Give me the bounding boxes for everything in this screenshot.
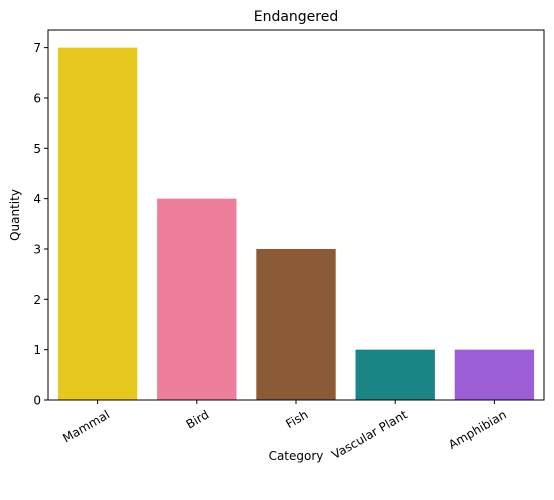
chart-title: Endangered	[254, 9, 339, 25]
bar-amphibian	[454, 349, 535, 400]
y-tick-label: 5	[33, 142, 41, 156]
x-tick-label: Mammal	[60, 407, 112, 445]
bars-group	[57, 47, 535, 400]
y-tick-label: 2	[33, 293, 41, 307]
x-tick-label: Amphibian	[446, 407, 509, 451]
x-tick-label: Vascular Plant	[329, 407, 410, 462]
bar-vascular-plant	[355, 349, 435, 400]
x-axis-label: Category	[269, 449, 324, 463]
y-tick-label: 3	[33, 242, 41, 256]
bar-fish	[256, 248, 336, 400]
bar-bird	[157, 198, 237, 400]
x-tick-label: Bird	[184, 407, 212, 431]
y-tick-label: 7	[33, 41, 41, 55]
y-axis-ticks: 0 1 2 3 4 5 6 7	[33, 41, 48, 408]
y-tick-label: 6	[33, 91, 41, 105]
bar-mammal	[57, 47, 138, 400]
y-tick-label: 1	[33, 343, 41, 357]
y-axis-label: Quantity	[8, 189, 22, 241]
x-tick-label: Fish	[283, 407, 310, 431]
y-tick-label: 4	[33, 192, 41, 206]
y-tick-label: 0	[33, 394, 41, 408]
plot-frame	[47, 29, 545, 401]
